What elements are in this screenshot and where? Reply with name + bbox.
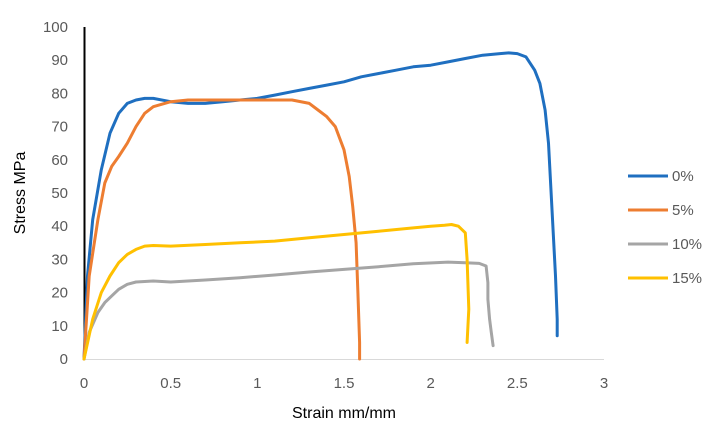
y-tick-label: 80 — [51, 85, 68, 102]
series-line-0-pct — [82, 51, 559, 361]
x-tick-label: 2.5 — [507, 375, 528, 392]
y-tick-label: 10 — [51, 318, 68, 335]
y-axis-title: Stress MPa — [12, 152, 29, 235]
legend: 0% 5% 10% 15% — [628, 168, 702, 287]
x-axis-title: Strain mm/mm — [292, 405, 396, 422]
y-tick-label: 30 — [51, 251, 68, 268]
x-tick-label: 2 — [426, 375, 434, 392]
series-layer — [82, 51, 559, 361]
legend-label: 5% — [672, 202, 694, 219]
legend-label: 15% — [672, 270, 702, 287]
x-tick-label: 1 — [253, 375, 261, 392]
y-tick-label: 70 — [51, 119, 68, 136]
x-tick-label: 1.5 — [334, 375, 355, 392]
y-tick-label: 90 — [51, 52, 68, 69]
x-tick-label: 0 — [80, 375, 88, 392]
legend-label: 0% — [672, 168, 694, 185]
y-tick-label: 20 — [51, 285, 68, 302]
series-line-10-pct — [82, 260, 495, 361]
series-line-5-pct — [82, 98, 362, 361]
x-tick-label: 0.5 — [160, 375, 181, 392]
y-tick-labels: 0 10 20 30 40 50 60 70 80 90 100 — [43, 19, 68, 368]
y-tick-label: 100 — [43, 19, 68, 36]
y-tick-label: 50 — [51, 185, 68, 202]
x-tick-label: 3 — [600, 375, 608, 392]
y-tick-label: 60 — [51, 152, 68, 169]
y-tick-label: 40 — [51, 218, 68, 235]
x-tick-labels: 0 0.5 1 1.5 2 2.5 3 — [80, 375, 608, 392]
series-line-15-pct — [82, 223, 471, 361]
legend-label: 10% — [672, 236, 702, 253]
axes-layer — [83, 27, 604, 360]
y-tick-label: 0 — [60, 351, 68, 368]
